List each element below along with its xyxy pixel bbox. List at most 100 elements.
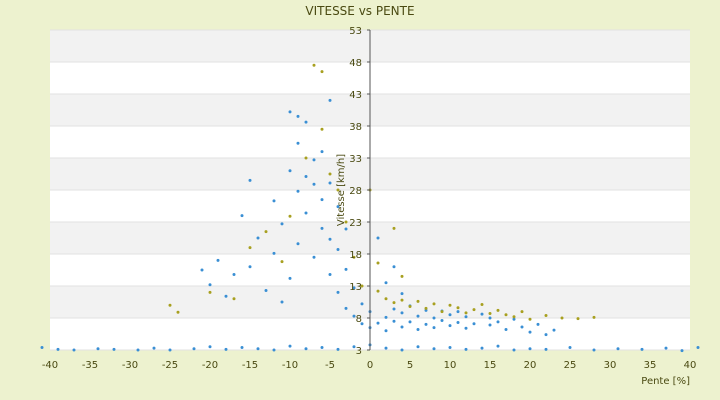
- data-point: [344, 306, 348, 310]
- data-point: [168, 348, 172, 352]
- data-point: [408, 304, 412, 308]
- data-point: [592, 348, 596, 352]
- data-point: [224, 294, 228, 298]
- data-point: [432, 347, 436, 351]
- data-point: [152, 346, 156, 350]
- data-point: [360, 284, 364, 288]
- data-point: [464, 315, 468, 319]
- data-point: [304, 175, 308, 179]
- data-point: [320, 226, 324, 230]
- x-axis-title: Pente [%]: [641, 376, 690, 387]
- y-axis-label: Vitesse [km/h]: [336, 154, 347, 226]
- data-point: [384, 297, 388, 301]
- data-point: [288, 214, 292, 218]
- data-point: [592, 315, 596, 319]
- data-point: [136, 348, 140, 352]
- data-point: [328, 98, 332, 102]
- data-point: [304, 347, 308, 351]
- data-point: [440, 310, 444, 314]
- data-point: [512, 315, 516, 319]
- data-point: [336, 205, 340, 209]
- data-point: [408, 320, 412, 324]
- data-point: [312, 158, 316, 162]
- x-tick-label: -40: [42, 360, 58, 371]
- data-point: [248, 178, 252, 182]
- data-point: [552, 328, 556, 332]
- data-point: [328, 272, 332, 276]
- data-point: [256, 236, 260, 240]
- data-point: [696, 345, 700, 349]
- x-tick-label: 15: [484, 360, 497, 371]
- data-point: [360, 322, 364, 326]
- data-point: [40, 345, 44, 349]
- data-point: [464, 347, 468, 351]
- data-point: [352, 255, 356, 259]
- data-point: [488, 312, 492, 316]
- data-point: [392, 265, 396, 269]
- x-tick-label: 30: [604, 360, 617, 371]
- x-tick-label: -15: [242, 360, 258, 371]
- data-point: [664, 346, 668, 350]
- data-point: [352, 345, 356, 349]
- data-point: [192, 347, 196, 351]
- data-point: [480, 312, 484, 316]
- data-point: [56, 347, 60, 351]
- data-point: [512, 348, 516, 352]
- chart-title: VITESSE vs PENTE: [305, 4, 414, 18]
- data-point: [528, 317, 532, 321]
- data-point: [280, 222, 284, 226]
- data-point: [392, 226, 396, 230]
- data-point: [568, 345, 572, 349]
- y-tick-label: 8: [356, 314, 362, 325]
- x-tick-label: 35: [644, 360, 657, 371]
- data-point: [272, 199, 276, 203]
- x-tick-label: -25: [162, 360, 178, 371]
- x-tick-label: 40: [684, 360, 697, 371]
- data-point: [416, 314, 420, 318]
- data-point: [384, 281, 388, 285]
- data-point: [112, 347, 116, 351]
- data-point: [680, 349, 684, 353]
- data-point: [320, 70, 324, 74]
- data-point: [336, 248, 340, 252]
- data-point: [200, 268, 204, 272]
- data-point: [176, 310, 180, 314]
- data-point: [296, 114, 300, 118]
- data-point: [344, 220, 348, 224]
- data-point: [400, 298, 404, 302]
- data-point: [512, 317, 516, 321]
- data-point: [544, 347, 548, 351]
- y-tick-label: 13: [349, 282, 362, 293]
- x-tick-label: -30: [122, 360, 138, 371]
- data-point: [504, 328, 508, 332]
- data-point: [528, 347, 532, 351]
- data-point: [312, 182, 316, 186]
- data-point: [400, 325, 404, 329]
- data-point: [496, 308, 500, 312]
- x-tick-label: -35: [82, 360, 98, 371]
- data-point: [360, 302, 364, 306]
- data-point: [344, 227, 348, 231]
- data-point: [448, 324, 452, 328]
- data-point: [288, 169, 292, 173]
- data-point: [224, 347, 228, 351]
- data-point: [288, 276, 292, 280]
- y-tick-label: 48: [349, 58, 362, 69]
- data-point: [208, 345, 212, 349]
- data-point: [432, 302, 436, 306]
- data-point: [296, 141, 300, 145]
- data-point: [280, 300, 284, 304]
- data-point: [392, 301, 396, 305]
- data-point: [424, 306, 428, 310]
- data-point: [256, 347, 260, 351]
- data-point: [208, 283, 212, 287]
- data-point: [320, 127, 324, 131]
- data-point: [296, 242, 300, 246]
- data-point: [336, 290, 340, 294]
- data-point: [496, 320, 500, 324]
- data-point: [464, 326, 468, 330]
- data-point: [280, 260, 284, 264]
- data-point: [432, 326, 436, 330]
- data-point: [480, 303, 484, 307]
- data-point: [448, 303, 452, 307]
